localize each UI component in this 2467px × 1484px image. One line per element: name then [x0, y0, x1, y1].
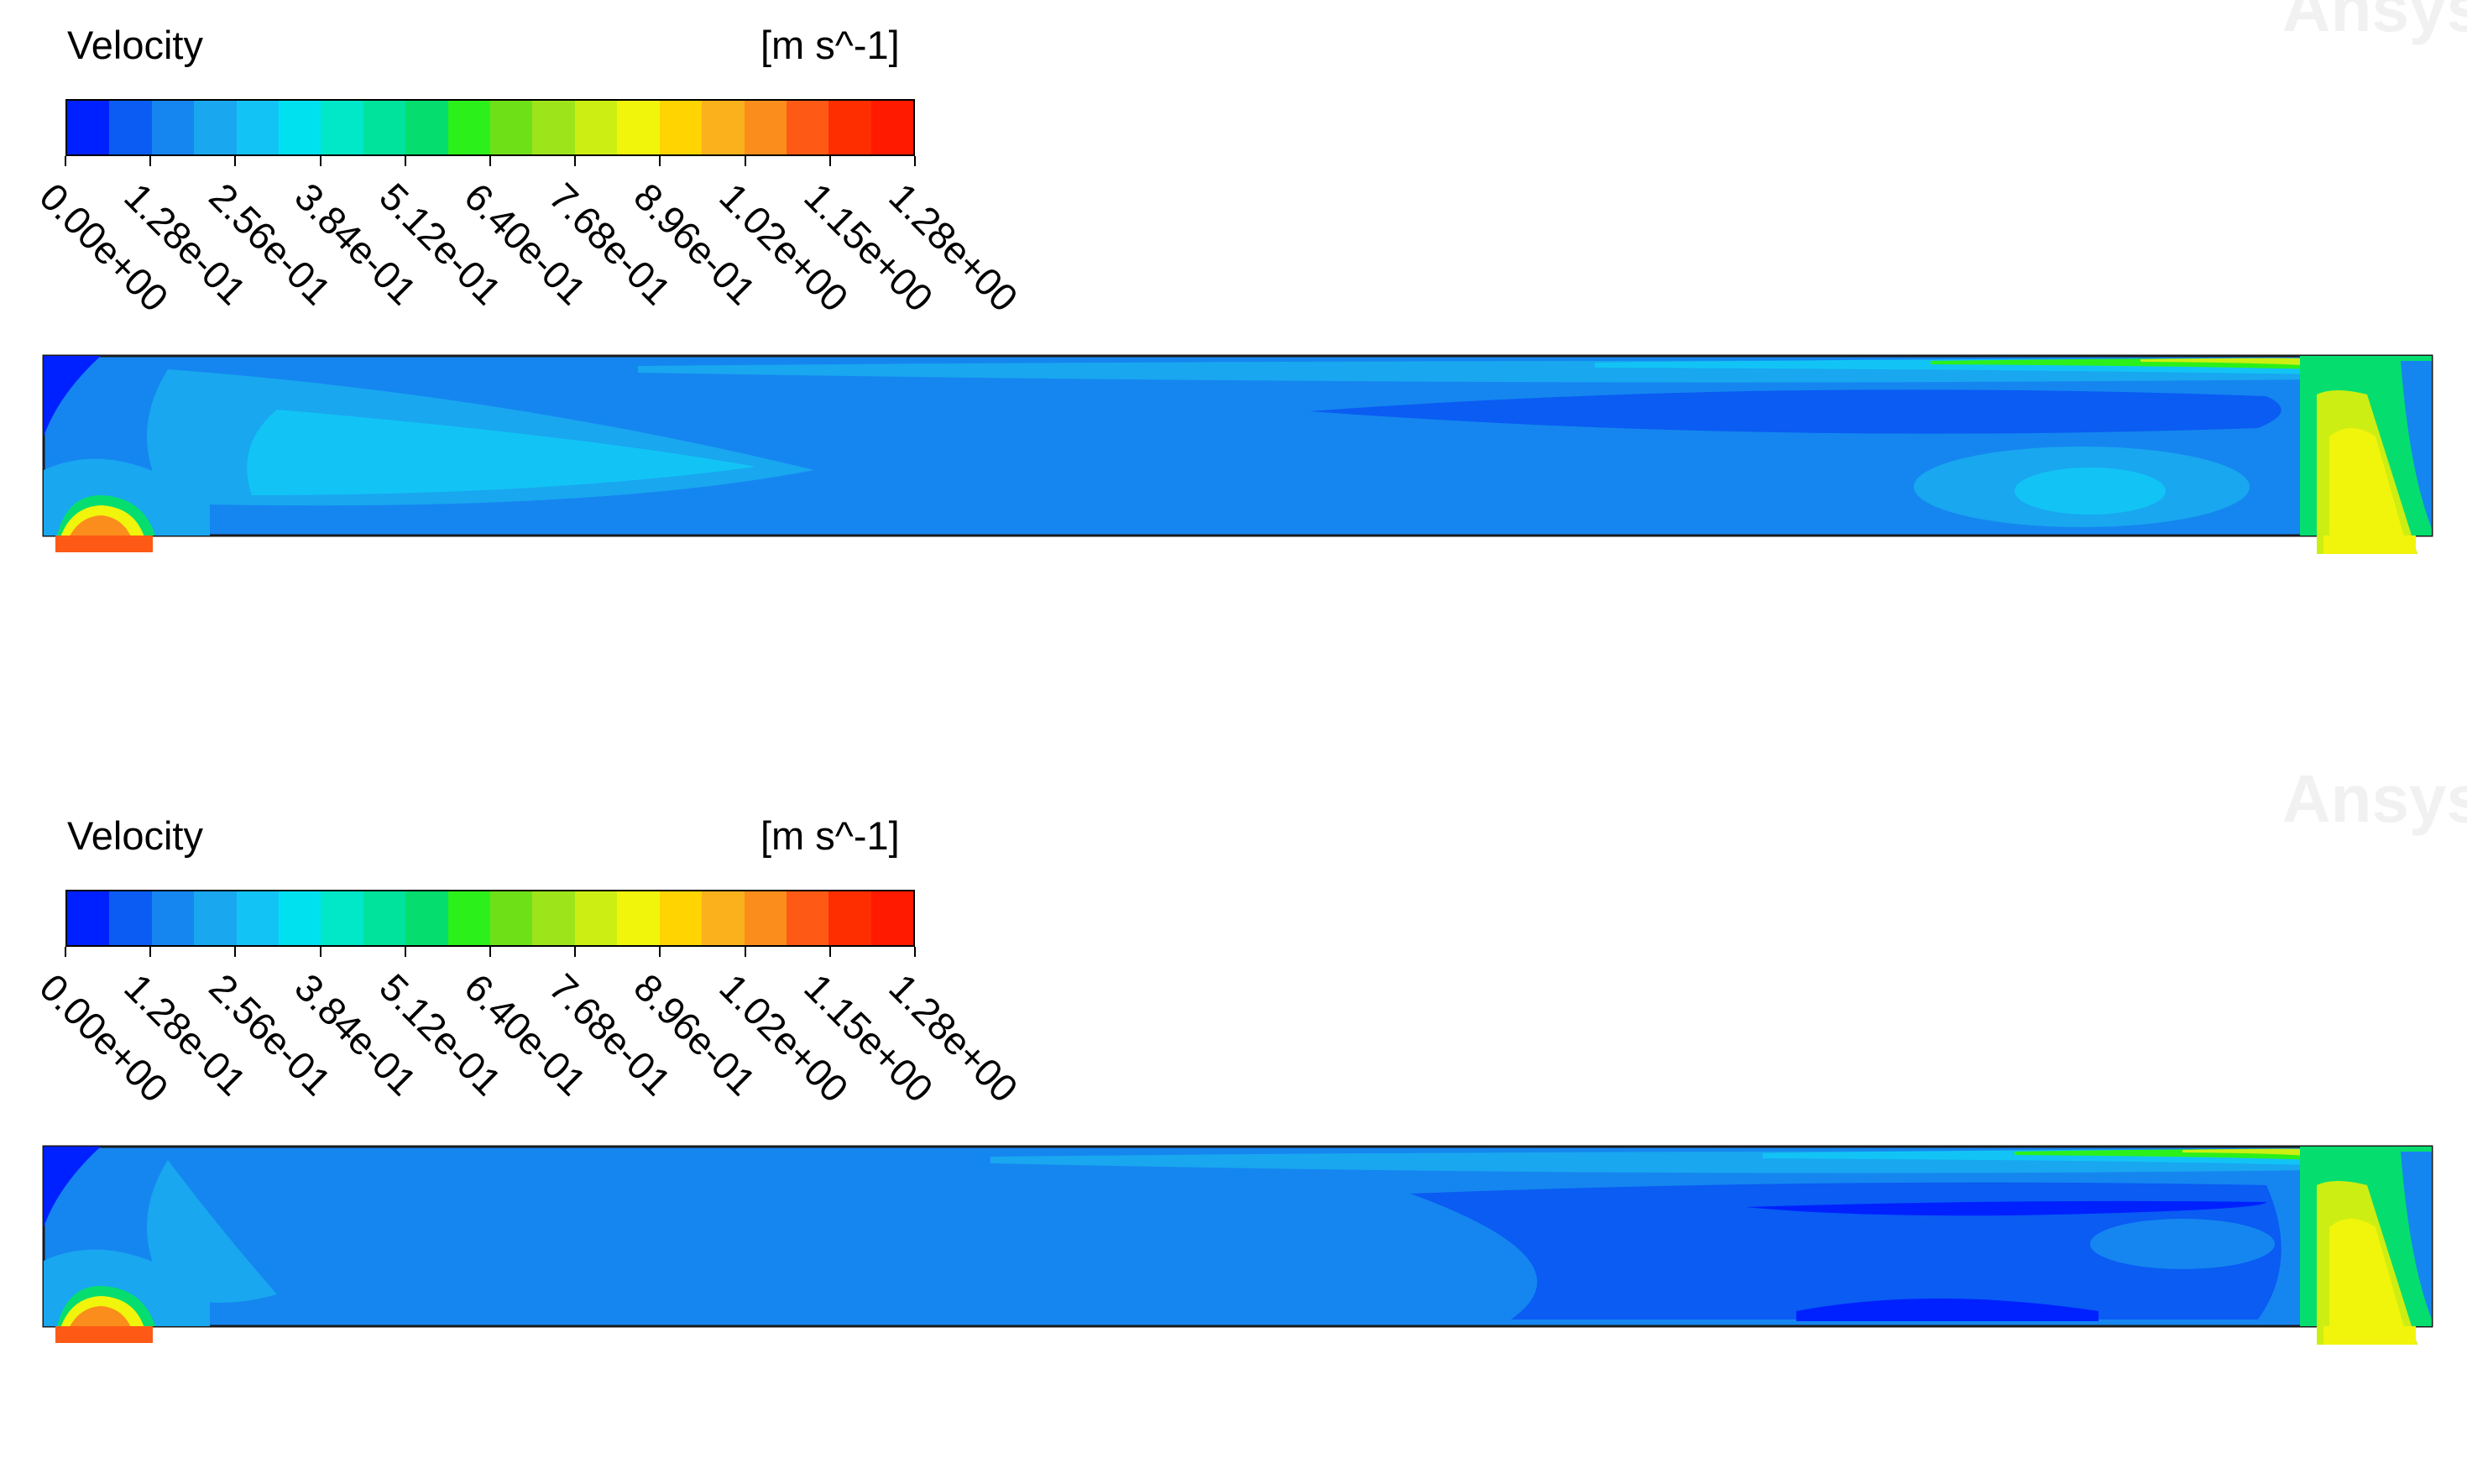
- legend-unit: [m s^-1]: [760, 813, 900, 858]
- colorbar-swatch: [109, 891, 152, 945]
- contour-band: [2090, 1219, 2275, 1269]
- contour-band: [247, 410, 755, 495]
- contour-band: [2329, 1219, 2409, 1345]
- colorbar-swatch: [786, 891, 829, 945]
- colorbar-swatch: [405, 891, 448, 945]
- colorbar-swatch: [617, 101, 660, 154]
- colorbar-swatch: [67, 891, 110, 945]
- colorbar-swatch: [321, 101, 363, 154]
- velocity-contour-plot: [42, 354, 2433, 554]
- colorbar-swatch: [236, 101, 280, 154]
- contour-band: [44, 1147, 101, 1227]
- ansys-watermark: Ansys: [2281, 0, 2467, 45]
- contour-band: [44, 356, 101, 436]
- colorbar-swatch: [194, 891, 237, 945]
- colorbar-swatch: [236, 891, 280, 945]
- colorbar: [65, 890, 915, 947]
- contour-band: [2401, 1152, 2432, 1319]
- contour-band: [2329, 428, 2409, 554]
- colorbar-swatch: [702, 891, 745, 945]
- contour-band: [147, 1160, 277, 1303]
- contour-band: [1309, 389, 2281, 434]
- contour-band: [2140, 358, 2317, 366]
- colorbar-swatch: [870, 101, 914, 154]
- colorbar-swatch: [786, 101, 829, 154]
- velocity-contour-plot: [42, 1145, 2433, 1345]
- colorbar-swatch: [109, 101, 152, 154]
- colorbar-swatch: [363, 101, 406, 154]
- colorbar-swatch: [279, 891, 321, 945]
- legend-unit: [m s^-1]: [760, 23, 900, 67]
- colorbar-swatch: [490, 101, 533, 154]
- colorbar-swatch: [828, 101, 871, 154]
- colorbar-swatch: [405, 101, 448, 154]
- colorbar-swatch: [532, 101, 575, 154]
- colorbar-swatch: [617, 891, 660, 945]
- colorbar-swatch: [447, 101, 491, 154]
- legend-title: Velocity: [67, 813, 203, 858]
- colorbar-swatch: [363, 891, 406, 945]
- colorbar-swatch: [870, 891, 914, 945]
- colorbar-swatch: [67, 101, 110, 154]
- colorbar: [65, 99, 915, 156]
- colorbar-swatch: [828, 891, 871, 945]
- colorbar-swatch: [151, 891, 195, 945]
- outlet: [2323, 536, 2416, 554]
- contour-band: [1410, 1182, 2281, 1319]
- colorbar-swatch: [194, 101, 237, 154]
- colorbar-swatch: [574, 891, 618, 945]
- colorbar-swatch: [321, 891, 363, 945]
- colorbar-swatch: [702, 101, 745, 154]
- velocity-panel-1: Ansys Velocity [m s^-1] 0.00e+00 1.28e-01…: [0, 0, 2467, 693]
- contour-band: [2182, 1148, 2317, 1157]
- colorbar-swatch: [659, 891, 703, 945]
- colorbar-swatch: [151, 101, 195, 154]
- colorbar-swatch: [744, 101, 787, 154]
- colorbar-swatch: [490, 891, 533, 945]
- contour-band: [1746, 1200, 2266, 1216]
- legend-title: Velocity: [67, 23, 203, 67]
- inlet-jet: [55, 1326, 153, 1343]
- contour-band: [2015, 468, 2166, 515]
- contour-band: [1796, 1298, 2099, 1321]
- colorbar-swatch: [279, 101, 321, 154]
- contour-band: [2401, 361, 2432, 529]
- ansys-watermark: Ansys: [2281, 761, 2467, 836]
- velocity-panel-2: Ansys Velocity [m s^-1] 0.00e+00 1.28e-01…: [0, 766, 2467, 1484]
- colorbar-swatch: [532, 891, 575, 945]
- outlet: [2323, 1326, 2416, 1345]
- inlet-jet: [55, 536, 153, 552]
- colorbar-swatch: [574, 101, 618, 154]
- colorbar-swatch: [744, 891, 787, 945]
- colorbar-swatch: [659, 101, 703, 154]
- colorbar-swatch: [447, 891, 491, 945]
